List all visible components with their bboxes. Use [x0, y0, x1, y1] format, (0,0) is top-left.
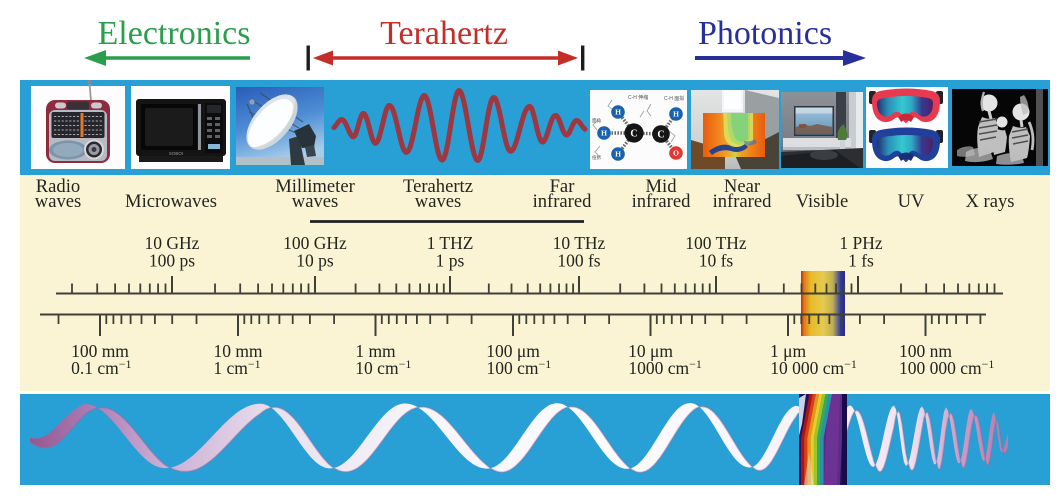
svg-text:Terahertz: Terahertz [380, 15, 508, 52]
svg-text:X rays: X rays [965, 191, 1014, 212]
svg-text:Radio: Radio [36, 176, 80, 197]
svg-text:Microwaves: Microwaves [125, 191, 217, 212]
svg-text:Terahertz: Terahertz [403, 176, 473, 197]
svg-text:100 nm: 100 nm [899, 341, 952, 361]
svg-text:C: C [630, 128, 637, 139]
svg-text:1 ps: 1 ps [436, 251, 465, 271]
svg-text:1 fs: 1 fs [848, 251, 874, 271]
svg-text:10 μm: 10 μm [628, 341, 673, 361]
svg-text:H: H [601, 129, 607, 138]
svg-text:H: H [615, 108, 621, 117]
svg-text:扭拆: 扭拆 [592, 154, 602, 161]
svg-text:H: H [615, 150, 621, 159]
svg-text:Mid: Mid [646, 176, 678, 197]
svg-text:10 GHz: 10 GHz [145, 233, 200, 253]
svg-text:infrared: infrared [632, 191, 692, 212]
svg-text:1000 cm−1: 1000 cm−1 [628, 357, 702, 378]
svg-text:UV: UV [898, 191, 925, 212]
svg-text:waves: waves [415, 191, 461, 212]
svg-text:10 ps: 10 ps [296, 251, 334, 271]
svg-text:0.1 cm−1: 0.1 cm−1 [71, 357, 131, 378]
svg-text:C-H 面拟: C-H 面拟 [664, 95, 684, 102]
svg-text:waves: waves [292, 191, 338, 212]
svg-text:waves: waves [35, 191, 81, 212]
svg-text:C: C [657, 129, 664, 140]
svg-text:Near: Near [724, 176, 761, 197]
svg-text:Electronics: Electronics [98, 15, 251, 52]
svg-text:100 fs: 100 fs [557, 251, 600, 271]
svg-text:10 000 cm−1: 10 000 cm−1 [770, 357, 857, 378]
svg-text:面角: 面角 [592, 117, 602, 124]
svg-text:1 THZ: 1 THZ [427, 233, 474, 253]
svg-text:H: H [673, 110, 679, 119]
svg-text:10 THz: 10 THz [553, 233, 606, 253]
svg-text:SOBOI: SOBOI [169, 151, 183, 156]
svg-text:infrared: infrared [713, 191, 773, 212]
svg-text:100 000 cm−1: 100 000 cm−1 [899, 357, 994, 378]
svg-text:100 mm: 100 mm [71, 341, 129, 361]
svg-text:Far: Far [550, 176, 576, 197]
svg-text:Visible: Visible [796, 191, 849, 212]
svg-text:10 mm: 10 mm [213, 341, 262, 361]
svg-text:1 μm: 1 μm [770, 341, 807, 361]
svg-text:100 μm: 100 μm [486, 341, 540, 361]
svg-text:Millimeter: Millimeter [275, 176, 355, 197]
svg-text:100 GHz: 100 GHz [283, 233, 347, 253]
svg-text:C-H 伸缩: C-H 伸缩 [628, 94, 648, 101]
svg-text:100 THz: 100 THz [685, 233, 747, 253]
svg-text:10 cm−1: 10 cm−1 [355, 357, 411, 378]
svg-text:100 ps: 100 ps [149, 251, 195, 271]
svg-text:10 fs: 10 fs [699, 251, 734, 271]
svg-text:1 PHz: 1 PHz [839, 233, 882, 253]
svg-text:O: O [673, 149, 679, 158]
svg-text:Photonics: Photonics [698, 15, 832, 52]
svg-text:1 mm: 1 mm [355, 341, 396, 361]
svg-text:100 cm−1: 100 cm−1 [487, 357, 552, 378]
svg-text:infrared: infrared [533, 191, 593, 212]
